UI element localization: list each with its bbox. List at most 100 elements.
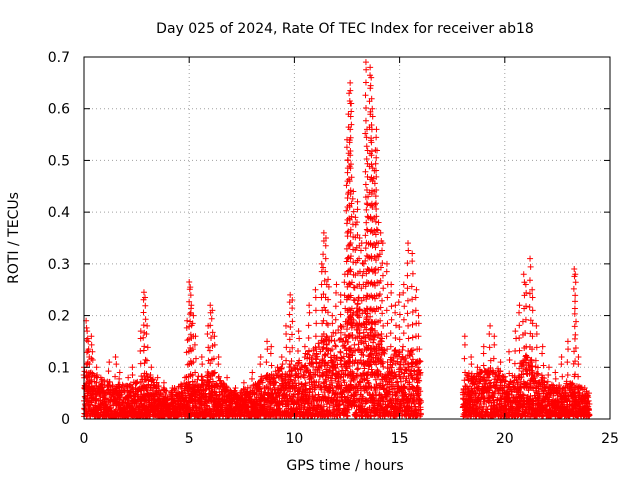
data-point: [198, 353, 205, 360]
data-point: [101, 390, 108, 397]
data-point: [149, 377, 156, 384]
data-point: [338, 361, 345, 368]
data-point: [289, 305, 296, 312]
data-point: [294, 374, 301, 381]
data-point: [343, 144, 350, 151]
data-point: [213, 392, 220, 399]
data-point: [286, 311, 293, 318]
data-point: [199, 361, 206, 368]
data-point: [312, 307, 319, 314]
data-point: [331, 337, 338, 344]
data-point: [318, 260, 325, 267]
data-point: [257, 361, 264, 368]
data-point: [332, 316, 339, 323]
data-point: [208, 315, 215, 322]
data-point: [192, 355, 199, 362]
data-point: [112, 353, 119, 360]
data-point: [294, 365, 301, 372]
data-point: [150, 384, 157, 391]
data-point: [93, 373, 100, 380]
data-point: [192, 403, 199, 410]
data-point: [127, 381, 134, 388]
data-point: [332, 342, 339, 349]
data-point: [93, 364, 100, 371]
data-point: [133, 400, 140, 407]
data-point: [329, 312, 336, 319]
data-point: [154, 374, 161, 381]
data-point: [338, 354, 345, 361]
data-point: [544, 378, 551, 385]
data-point: [322, 255, 329, 262]
data-point: [268, 362, 275, 369]
data-point: [187, 344, 194, 351]
data-point: [207, 302, 214, 309]
data-point: [121, 388, 128, 395]
data-point: [306, 302, 313, 309]
data-point: [186, 278, 193, 285]
data-point: [296, 357, 303, 364]
data-point: [278, 353, 285, 360]
data-point: [144, 322, 151, 329]
data-point: [320, 251, 327, 258]
data-point: [312, 333, 319, 340]
data-point: [215, 361, 222, 368]
data-point: [354, 198, 361, 205]
data-point: [144, 344, 151, 351]
data-point: [129, 364, 136, 371]
data-point: [325, 276, 332, 283]
data-point: [278, 365, 285, 372]
data-point: [352, 214, 359, 221]
data-points: [80, 59, 593, 420]
data-point: [287, 323, 294, 330]
data-point: [272, 379, 279, 386]
data-point: [88, 341, 95, 348]
data-point: [301, 343, 308, 350]
data-point: [351, 297, 358, 304]
data-point: [101, 377, 108, 384]
data-point: [204, 331, 211, 338]
data-point: [93, 379, 100, 386]
data-point: [267, 350, 274, 357]
data-point: [184, 361, 191, 368]
data-point: [337, 348, 344, 355]
data-point: [211, 388, 218, 395]
data-point: [119, 381, 126, 388]
data-point: [305, 322, 312, 329]
data-point: [150, 376, 157, 383]
data-point: [140, 309, 147, 316]
data-point: [105, 368, 112, 375]
data-point: [163, 387, 170, 394]
data-point: [224, 374, 231, 381]
data-point: [283, 331, 290, 338]
data-point: [187, 309, 194, 316]
data-point: [248, 375, 255, 382]
data-point: [305, 334, 312, 341]
data-point: [343, 207, 350, 214]
data-point: [318, 281, 325, 288]
data-point: [102, 395, 109, 402]
data-point: [133, 379, 140, 386]
data-point: [346, 306, 353, 313]
data-point: [141, 343, 148, 350]
data-point: [351, 341, 358, 348]
data-point: [257, 353, 264, 360]
data-point: [137, 348, 144, 355]
data-point: [194, 376, 201, 383]
data-point: [295, 348, 302, 355]
data-point: [273, 393, 280, 400]
data-point: [354, 366, 361, 373]
data-point: [213, 382, 220, 389]
data-point: [337, 299, 344, 306]
data-point: [295, 328, 302, 335]
data-point: [142, 302, 149, 309]
data-point: [142, 356, 149, 363]
data-point: [276, 405, 283, 412]
data-point: [289, 318, 296, 325]
data-point: [140, 289, 147, 296]
data-point: [296, 335, 303, 342]
data-point: [116, 369, 123, 376]
data-point: [160, 379, 167, 386]
data-point: [148, 364, 155, 371]
data-point: [337, 311, 344, 318]
data-point: [283, 391, 290, 398]
